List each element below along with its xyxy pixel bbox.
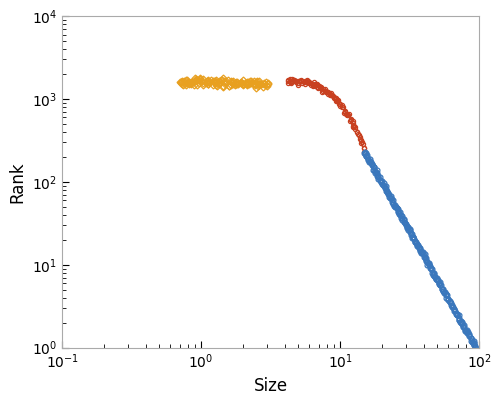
- X-axis label: Size: Size: [254, 377, 288, 395]
- Y-axis label: Rank: Rank: [8, 161, 26, 203]
